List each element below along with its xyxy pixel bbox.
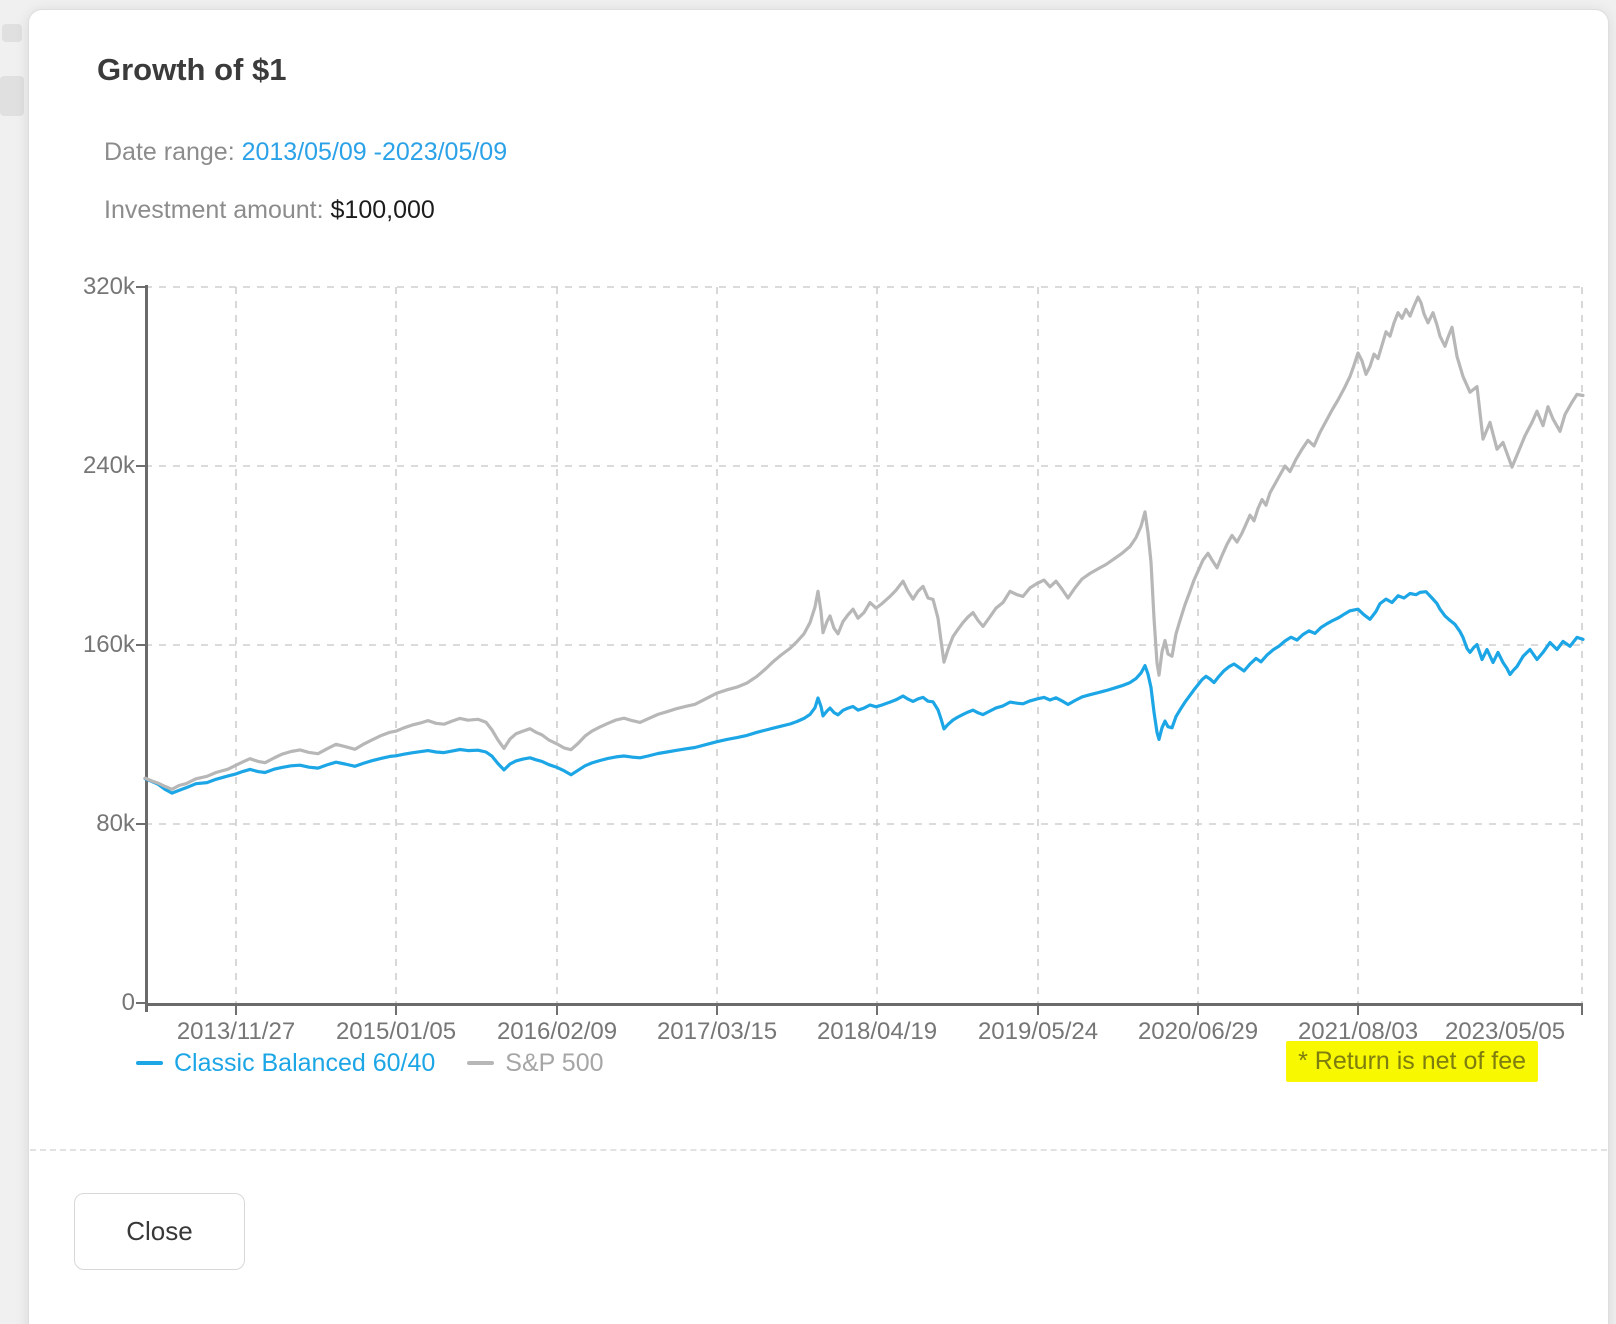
x-axis-label: 2016/02/09 bbox=[496, 1018, 618, 1045]
x-axis-label: 2023/05/05 bbox=[1444, 1018, 1566, 1045]
sp500-line-swatch-icon bbox=[467, 1061, 495, 1065]
y-axis-label: 160k bbox=[82, 631, 135, 658]
date-range-row: Date range: 2013/05/09 -2023/05/09 bbox=[104, 138, 507, 167]
investment-amount-row: Investment amount: $100,000 bbox=[104, 196, 435, 225]
fee-disclaimer-note: * Return is net of fee bbox=[1286, 1041, 1538, 1082]
investment-amount-value: $100,000 bbox=[330, 196, 435, 224]
investment-amount-label: Investment amount: bbox=[104, 196, 331, 224]
date-range-value[interactable]: 2013/05/09 -2023/05/09 bbox=[241, 138, 508, 166]
y-axis-label: 0 bbox=[121, 989, 135, 1016]
close-button[interactable]: Close bbox=[74, 1193, 245, 1270]
footer-divider bbox=[30, 1149, 1607, 1151]
chart-legend: Classic Balanced 60/40 S&P 500 bbox=[136, 1045, 604, 1081]
date-range-label: Date range: bbox=[104, 138, 242, 166]
y-axis-label: 80k bbox=[96, 810, 135, 837]
x-axis-label: 2015/01/05 bbox=[335, 1018, 457, 1045]
series-line-0 bbox=[143, 590, 1585, 795]
growth-modal: Growth of $1 Date range: 2013/05/09 -202… bbox=[28, 9, 1609, 1324]
legend-item-sp500[interactable]: S&P 500 bbox=[467, 1048, 604, 1078]
background-page-fragment bbox=[0, 76, 24, 116]
modal-title: Growth of $1 bbox=[97, 52, 287, 87]
x-axis-label: 2013/11/27 bbox=[176, 1018, 296, 1045]
legend-item-classic-balanced[interactable]: Classic Balanced 60/40 bbox=[136, 1049, 435, 1078]
x-axis-label: 2020/06/29 bbox=[1137, 1018, 1259, 1045]
x-axis-label: 2021/08/03 bbox=[1297, 1018, 1419, 1045]
legend-label: Classic Balanced 60/40 bbox=[174, 1048, 436, 1077]
x-axis-label: 2018/04/19 bbox=[816, 1018, 938, 1045]
x-axis-label: 2019/05/24 bbox=[977, 1018, 1099, 1045]
legend-label: S&P 500 bbox=[505, 1048, 604, 1077]
y-axis-label: 320k bbox=[82, 273, 135, 300]
series-line-1 bbox=[143, 295, 1585, 791]
classic-balanced-line-swatch-icon bbox=[136, 1061, 163, 1065]
y-axis-label: 240k bbox=[82, 452, 135, 479]
background-page-fragment bbox=[2, 24, 22, 42]
x-axis-label: 2017/03/15 bbox=[656, 1018, 778, 1045]
